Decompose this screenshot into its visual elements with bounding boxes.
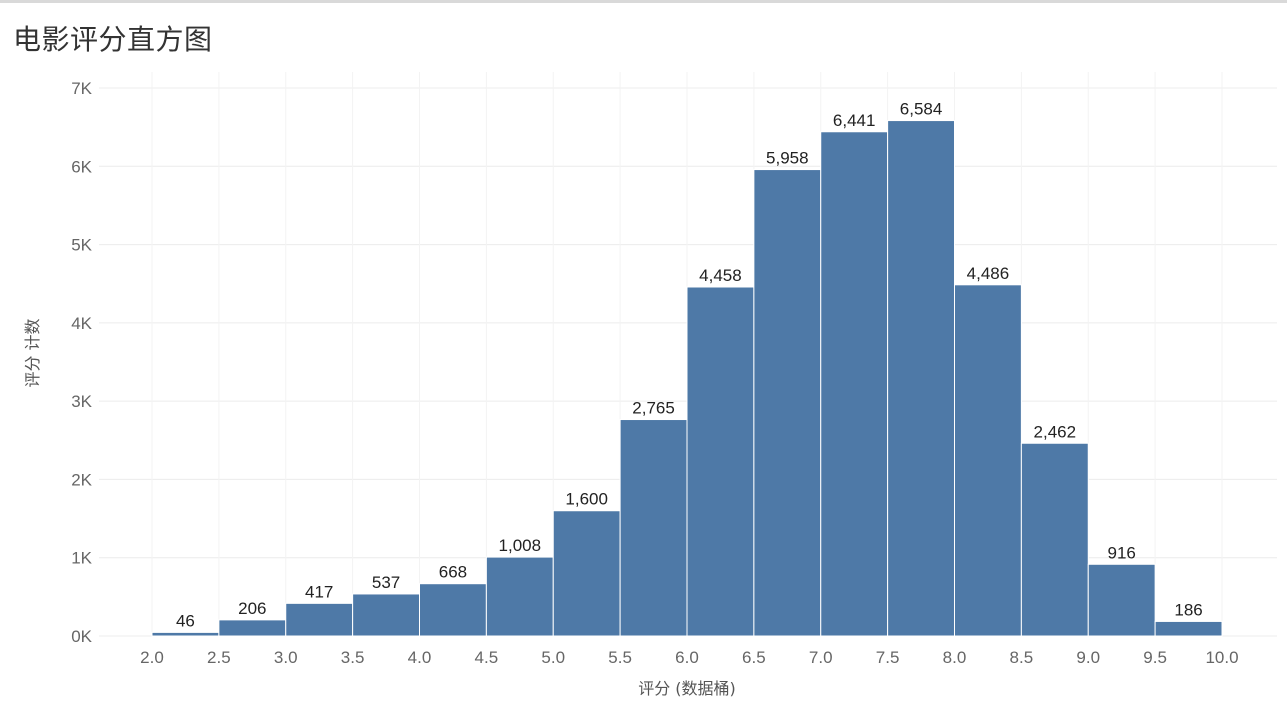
y-tick-label: 6K bbox=[71, 157, 92, 176]
bar-7.5[interactable] bbox=[887, 120, 955, 637]
x-axis-ticks: 2.0 2.5 3.0 3.5 4.0 4.5 5.0 5.5 6.0 6.5 7.0 7.5 8.0 8… bbox=[140, 648, 1238, 667]
x-tick-label: 4.0 bbox=[408, 648, 432, 667]
x-tick-label: 9.0 bbox=[1076, 648, 1100, 667]
data-label-6.0: 4,458 bbox=[699, 266, 742, 285]
x-tick-label: 6.5 bbox=[742, 648, 766, 667]
bar-8.5[interactable] bbox=[1020, 442, 1089, 637]
x-tick-label: 5.5 bbox=[608, 648, 632, 667]
data-label-7.5: 6,584 bbox=[900, 100, 943, 119]
data-label-5.5: 2,765 bbox=[632, 399, 675, 418]
y-tick-label: 5K bbox=[71, 236, 92, 255]
data-label-8.0: 4,486 bbox=[967, 264, 1010, 283]
x-tick-label: 3.5 bbox=[341, 648, 365, 667]
x-tick-label: 2.0 bbox=[140, 648, 164, 667]
x-tick-label: 7.0 bbox=[809, 648, 833, 667]
data-label-3.0: 417 bbox=[305, 582, 333, 601]
bar-6.0[interactable] bbox=[686, 286, 755, 637]
bar-4.5[interactable] bbox=[485, 556, 554, 637]
data-label-5.0: 1,600 bbox=[565, 490, 608, 509]
x-tick-label: 4.5 bbox=[475, 648, 499, 667]
bar-4.0[interactable] bbox=[419, 583, 487, 637]
bar-9.0[interactable] bbox=[1087, 563, 1156, 637]
data-label-6.5: 5,958 bbox=[766, 149, 809, 168]
y-tick-label: 0K bbox=[71, 627, 92, 646]
bar-6.5[interactable] bbox=[753, 169, 822, 637]
y-tick-label: 2K bbox=[71, 470, 92, 489]
x-tick-label: 9.5 bbox=[1143, 648, 1167, 667]
data-label-8.5: 2,462 bbox=[1034, 422, 1077, 441]
x-tick-label: 2.5 bbox=[207, 648, 231, 667]
bar-7.0[interactable] bbox=[820, 131, 889, 637]
x-axis-title: 评分 (数据桶) bbox=[638, 679, 736, 698]
data-label-4.5: 1,008 bbox=[499, 536, 542, 555]
bar-3.5[interactable] bbox=[352, 593, 420, 637]
bar-2.5[interactable] bbox=[218, 619, 287, 637]
data-label-9.5: 186 bbox=[1174, 600, 1202, 619]
x-tick-label: 6.0 bbox=[675, 648, 699, 667]
y-tick-label: 1K bbox=[71, 549, 92, 568]
y-axis-ticks: 0K 1K 2K 3K 4K 5K 6K 7K bbox=[71, 79, 92, 646]
y-tick-label: 7K bbox=[71, 79, 92, 98]
data-label-3.5: 537 bbox=[372, 573, 400, 592]
x-tick-label: 3.0 bbox=[274, 648, 298, 667]
x-tick-label: 10.0 bbox=[1205, 648, 1238, 667]
top-border bbox=[0, 0, 1287, 3]
data-label-7.0: 6,441 bbox=[833, 111, 876, 130]
data-label-9.0: 916 bbox=[1108, 543, 1136, 562]
bar-2.0[interactable] bbox=[151, 631, 220, 637]
x-tick-label: 8.5 bbox=[1010, 648, 1034, 667]
bar-5.5[interactable] bbox=[619, 419, 688, 637]
data-label-4.0: 668 bbox=[439, 563, 467, 582]
x-tick-label: 5.0 bbox=[541, 648, 565, 667]
y-tick-label: 4K bbox=[71, 314, 92, 333]
bar-9.5[interactable] bbox=[1154, 620, 1223, 637]
y-tick-label: 3K bbox=[71, 392, 92, 411]
data-labels: 46 206 417 537 668 1,008 1,600 2,765 4,458 5,958 6… bbox=[176, 100, 1203, 631]
x-tick-label: 8.0 bbox=[943, 648, 967, 667]
y-axis-title: 评分 计数 bbox=[23, 318, 42, 387]
x-tick-label: 7.5 bbox=[876, 648, 900, 667]
data-label-2.0: 46 bbox=[176, 611, 195, 630]
bars bbox=[151, 120, 1223, 637]
bar-8.0[interactable] bbox=[954, 284, 1022, 637]
chart-title: 电影评分直方图 bbox=[13, 23, 213, 56]
data-label-2.5: 206 bbox=[238, 599, 266, 618]
bar-3.0[interactable] bbox=[285, 602, 354, 637]
bar-5.0[interactable] bbox=[552, 510, 621, 637]
